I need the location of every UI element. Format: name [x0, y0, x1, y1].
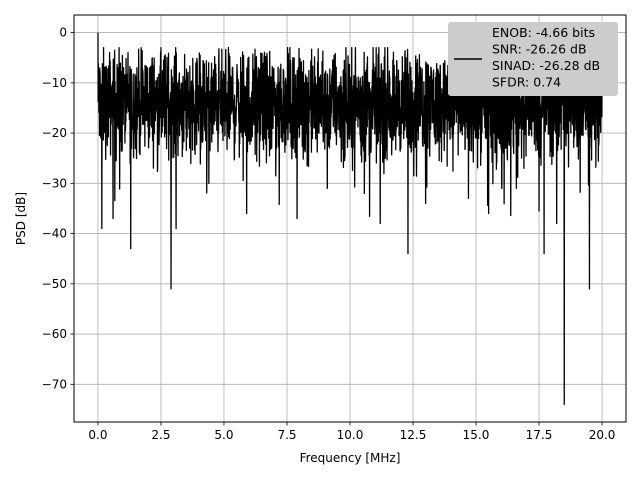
x-tick-label: 2.5 [151, 428, 170, 442]
x-tick-label: 10.0 [337, 428, 364, 442]
y-tick-label: 0 [59, 26, 67, 40]
y-axis-label: PSD [dB] [14, 192, 28, 245]
legend: ENOB: -4.66 bits SNR: -26.26 dB SINAD: -… [448, 22, 618, 96]
x-tick-label: 5.0 [214, 428, 233, 442]
x-tick-label: 0.0 [88, 428, 107, 442]
legend-box [448, 22, 618, 96]
y-tick-label: −20 [42, 126, 67, 140]
y-axis: 0 −10 −20 −30 −40 −50 −60 −70 [42, 26, 74, 391]
legend-sinad: SINAD: -26.28 dB [492, 58, 600, 73]
legend-snr: SNR: -26.26 dB [492, 42, 587, 57]
x-axis: 0.0 2.5 5.0 7.5 10.0 12.5 15.0 17.5 20.0 [88, 422, 615, 442]
y-tick-label: −40 [42, 227, 67, 241]
y-tick-label: −50 [42, 277, 67, 291]
x-axis-label: Frequency [MHz] [300, 451, 401, 465]
y-tick-label: −10 [42, 76, 67, 90]
x-tick-label: 15.0 [463, 428, 490, 442]
legend-enob: ENOB: -4.66 bits [492, 25, 595, 40]
legend-sfdr: SFDR: 0.74 [492, 75, 561, 90]
x-tick-label: 12.5 [400, 428, 427, 442]
y-tick-label: −30 [42, 176, 67, 190]
x-tick-label: 20.0 [589, 428, 616, 442]
y-tick-label: −60 [42, 327, 67, 341]
x-tick-label: 17.5 [526, 428, 553, 442]
x-tick-label: 7.5 [277, 428, 296, 442]
y-tick-label: −70 [42, 377, 67, 391]
